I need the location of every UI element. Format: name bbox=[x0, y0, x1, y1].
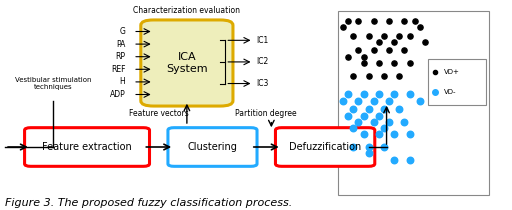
Point bbox=[365, 145, 373, 149]
Point bbox=[380, 34, 388, 37]
Text: PA: PA bbox=[116, 40, 125, 49]
Text: ICA
System: ICA System bbox=[166, 52, 208, 74]
Point bbox=[344, 93, 352, 96]
Point bbox=[370, 99, 378, 102]
Point bbox=[354, 120, 362, 123]
Point bbox=[365, 74, 373, 77]
Point bbox=[344, 114, 352, 117]
Text: REF: REF bbox=[111, 65, 125, 74]
Point bbox=[400, 19, 409, 23]
Point bbox=[359, 114, 368, 117]
Point bbox=[370, 49, 378, 52]
Point bbox=[339, 26, 347, 29]
Point bbox=[416, 26, 424, 29]
Point bbox=[375, 133, 383, 136]
Point bbox=[421, 40, 429, 44]
Text: Characterization evaluation: Characterization evaluation bbox=[134, 6, 240, 15]
Point bbox=[390, 158, 398, 161]
Point bbox=[349, 145, 357, 149]
Point bbox=[411, 19, 419, 23]
FancyBboxPatch shape bbox=[25, 128, 150, 166]
Point bbox=[359, 55, 368, 58]
Point bbox=[349, 74, 357, 77]
Point bbox=[365, 34, 373, 37]
Point bbox=[370, 120, 378, 123]
Text: Feature vectors: Feature vectors bbox=[129, 109, 188, 118]
Point bbox=[395, 34, 403, 37]
Text: RP: RP bbox=[115, 52, 125, 61]
Point bbox=[380, 74, 388, 77]
Point bbox=[354, 19, 362, 23]
Text: Clustering: Clustering bbox=[187, 142, 238, 152]
Point bbox=[375, 114, 383, 117]
FancyBboxPatch shape bbox=[141, 20, 233, 106]
Point bbox=[385, 19, 393, 23]
Point bbox=[400, 120, 409, 123]
FancyBboxPatch shape bbox=[168, 128, 257, 166]
Text: G: G bbox=[120, 27, 125, 36]
Text: IC3: IC3 bbox=[256, 79, 268, 88]
Point bbox=[416, 99, 424, 102]
Text: IC1: IC1 bbox=[256, 36, 268, 45]
Point bbox=[344, 19, 352, 23]
Text: Defuzzification: Defuzzification bbox=[289, 142, 361, 152]
Text: Feature extraction: Feature extraction bbox=[42, 142, 132, 152]
Point bbox=[385, 99, 393, 102]
Point bbox=[406, 34, 414, 37]
Text: Partition degree: Partition degree bbox=[236, 109, 297, 118]
Point bbox=[390, 40, 398, 44]
Point bbox=[349, 108, 357, 111]
Text: ADP: ADP bbox=[110, 90, 125, 99]
Text: VD-: VD- bbox=[444, 89, 457, 95]
Point bbox=[390, 61, 398, 65]
FancyBboxPatch shape bbox=[275, 128, 375, 166]
Point bbox=[359, 93, 368, 96]
Point bbox=[370, 19, 378, 23]
Point bbox=[349, 126, 357, 130]
Text: H: H bbox=[120, 77, 125, 86]
Text: Vestibular stimulation
techniques: Vestibular stimulation techniques bbox=[15, 77, 92, 91]
Point bbox=[395, 108, 403, 111]
Point bbox=[365, 108, 373, 111]
Point bbox=[380, 108, 388, 111]
Point bbox=[344, 55, 352, 58]
Point bbox=[385, 49, 393, 52]
Point bbox=[390, 133, 398, 136]
Point bbox=[385, 120, 393, 123]
Point bbox=[380, 145, 388, 149]
Point bbox=[375, 61, 383, 65]
Point bbox=[375, 40, 383, 44]
Point bbox=[375, 93, 383, 96]
Point bbox=[406, 158, 414, 161]
Point bbox=[406, 133, 414, 136]
Point bbox=[390, 93, 398, 96]
Point bbox=[359, 133, 368, 136]
Point bbox=[354, 99, 362, 102]
Point bbox=[380, 126, 388, 130]
Point bbox=[406, 61, 414, 65]
Point bbox=[349, 34, 357, 37]
Point bbox=[395, 74, 403, 77]
Bar bbox=[428, 59, 486, 105]
Point bbox=[339, 99, 347, 102]
Point bbox=[365, 152, 373, 155]
Point bbox=[359, 61, 368, 65]
Bar bbox=[338, 10, 489, 195]
Point bbox=[406, 93, 414, 96]
Point bbox=[354, 49, 362, 52]
Text: Figure 3. The proposed fuzzy classification process.: Figure 3. The proposed fuzzy classificat… bbox=[5, 198, 292, 208]
Text: VD+: VD+ bbox=[444, 69, 460, 75]
Text: IC2: IC2 bbox=[256, 57, 268, 66]
Point bbox=[400, 49, 409, 52]
